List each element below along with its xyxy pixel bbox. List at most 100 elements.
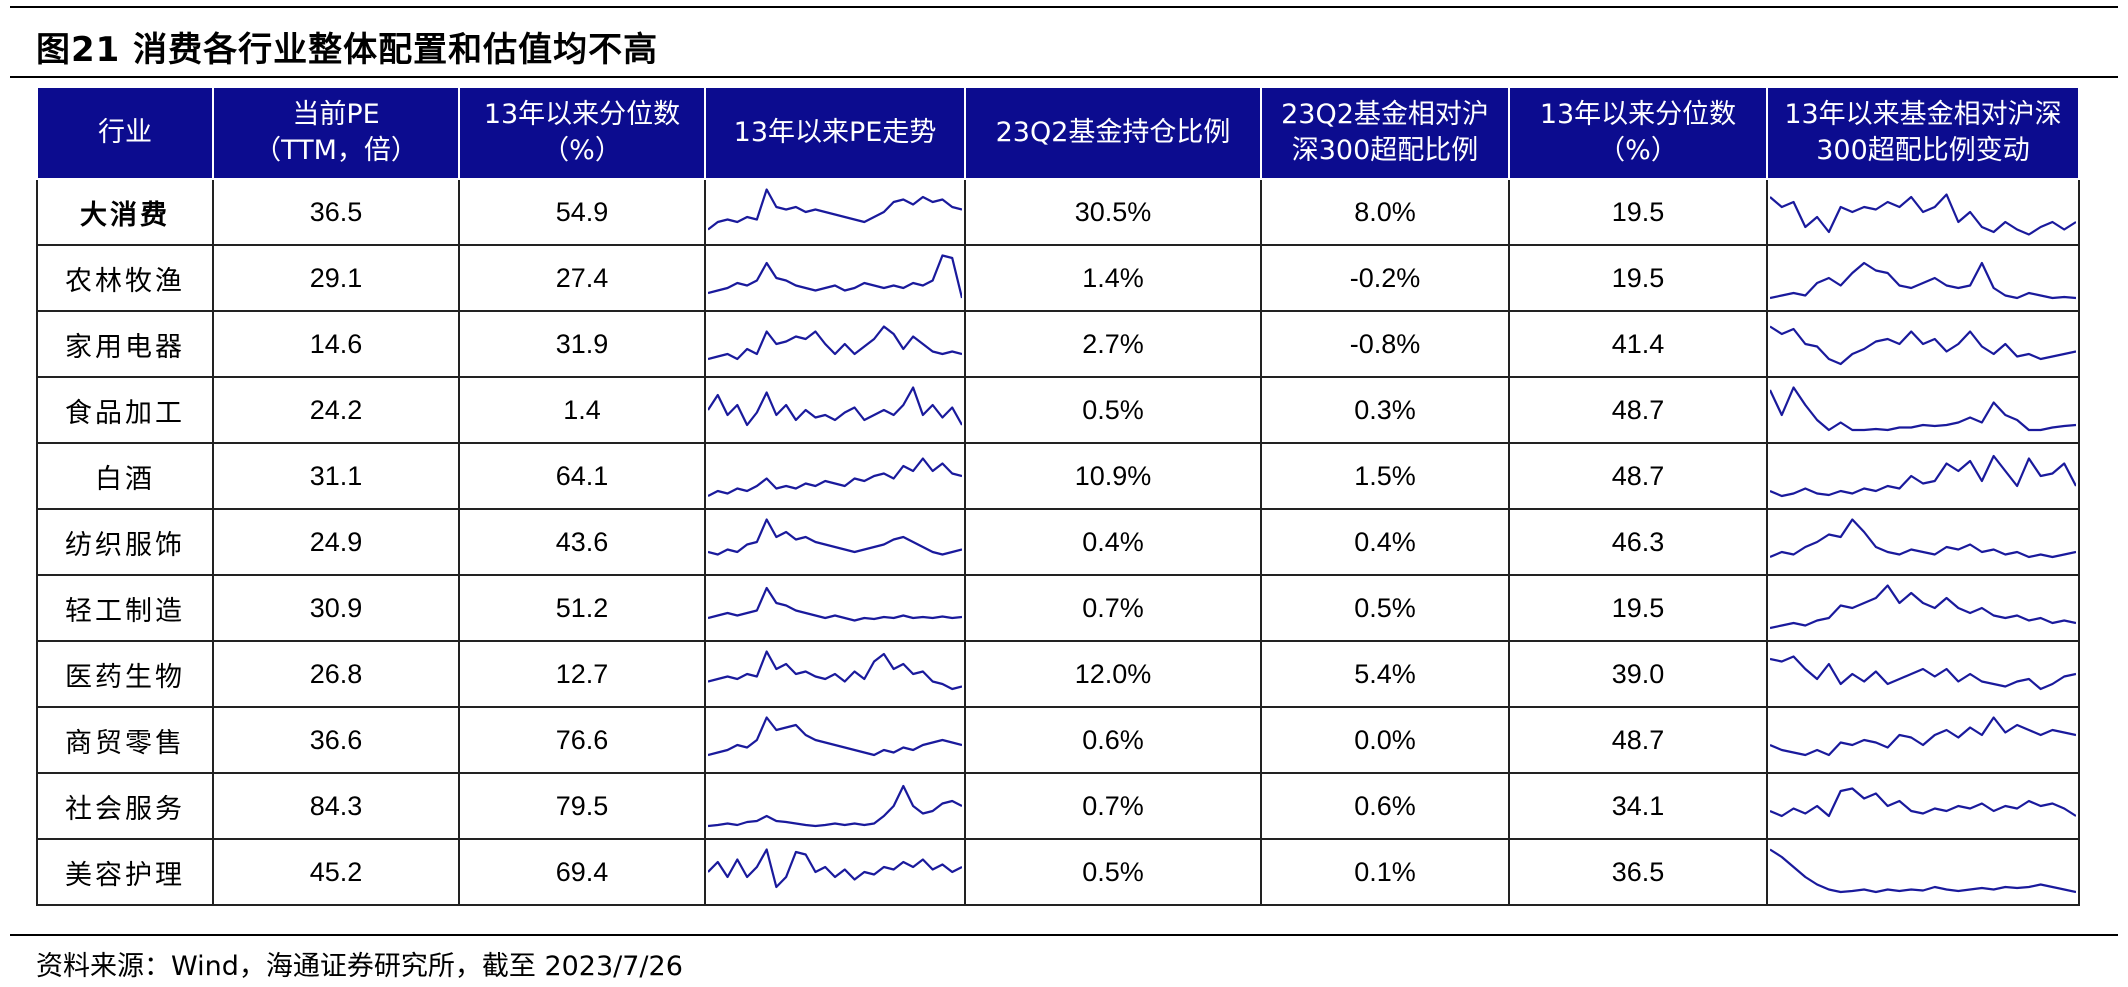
table-row: 医药生物 26.8 12.7 12.0% 5.4% 39.0	[36, 640, 2080, 708]
pe-trend-sparkline	[708, 325, 962, 361]
overweight-percentile-value: 48.7	[1508, 442, 1768, 510]
pe-trend-sparkline-cell	[704, 178, 966, 246]
pe-percentile-value: 79.5	[458, 772, 706, 840]
pe-percentile-value: 69.4	[458, 838, 706, 906]
pe-trend-sparkline-cell	[704, 442, 966, 510]
industry-name: 农林牧渔	[36, 244, 214, 312]
fund-holding-value: 12.0%	[964, 640, 1262, 708]
industry-name: 商贸零售	[36, 706, 214, 774]
overweight-trend-sparkline	[1770, 518, 2076, 559]
table-row: 食品加工 24.2 1.4 0.5% 0.3% 48.7	[36, 376, 2080, 444]
header-industry: 行业	[36, 86, 214, 180]
overweight-percentile-value: 34.1	[1508, 772, 1768, 840]
pe-trend-sparkline-cell	[704, 772, 966, 840]
overweight-trend-sparkline	[1770, 848, 2076, 894]
overweight-percentile-value: 19.5	[1508, 178, 1768, 246]
overweight-trend-sparkline	[1770, 193, 2076, 236]
pe-percentile-value: 51.2	[458, 574, 706, 642]
pe-percentile-value: 12.7	[458, 640, 706, 708]
header-line: （%）	[542, 135, 622, 166]
overweight-trend-sparkline-cell	[1766, 178, 2080, 246]
industry-name: 医药生物	[36, 640, 214, 708]
pe-trend-sparkline-line	[708, 188, 962, 231]
fund-holding-value: 0.7%	[964, 772, 1262, 840]
overweight-trend-sparkline-cell	[1766, 838, 2080, 906]
overweight-percentile-value: 36.5	[1508, 838, 1768, 906]
current-pe-value: 24.9	[212, 508, 460, 576]
overweight-ratio-value: 0.6%	[1260, 772, 1510, 840]
header-overweight-percentile: 13年以来分位数 （%）	[1508, 86, 1768, 180]
fund-holding-value: 0.7%	[964, 574, 1262, 642]
overweight-trend-sparkline	[1770, 655, 2076, 691]
table-row: 农林牧渔 29.1 27.4 1.4% -0.2% 19.5	[36, 244, 2080, 312]
bottom-rule	[10, 934, 2118, 936]
pe-trend-sparkline-line	[708, 784, 962, 828]
pe-trend-sparkline	[708, 518, 962, 556]
overweight-trend-sparkline-line	[1770, 261, 2076, 300]
overweight-trend-sparkline-cell	[1766, 574, 2080, 642]
header-line: 23Q2基金持仓比例	[995, 117, 1231, 148]
title-rule	[10, 76, 2118, 78]
overweight-trend-sparkline-cell	[1766, 310, 2080, 378]
table-row: 美容护理 45.2 69.4 0.5% 0.1% 36.5	[36, 838, 2080, 906]
current-pe-value: 14.6	[212, 310, 460, 378]
table-row: 白酒 31.1 64.1 10.9% 1.5% 48.7	[36, 442, 2080, 510]
overweight-trend-sparkline-line	[1770, 325, 2076, 366]
header-line: 13年以来分位数	[1539, 99, 1737, 130]
pe-trend-sparkline-line	[708, 650, 962, 691]
overweight-trend-sparkline	[1770, 261, 2076, 300]
pe-trend-sparkline-cell	[704, 244, 966, 312]
current-pe-value: 36.6	[212, 706, 460, 774]
pe-trend-sparkline-line	[708, 325, 962, 361]
pe-trend-sparkline-line	[708, 716, 962, 757]
pe-trend-sparkline	[708, 254, 962, 299]
overweight-percentile-value: 48.7	[1508, 376, 1768, 444]
overweight-ratio-value: 0.4%	[1260, 508, 1510, 576]
header-line: （TTM，倍）	[254, 135, 418, 166]
header-line: 行业	[98, 117, 152, 148]
figure-title: 图21 消费各行业整体配置和估值均不高	[36, 30, 659, 70]
overweight-trend-sparkline	[1770, 787, 2076, 818]
pe-percentile-value: 54.9	[458, 178, 706, 246]
pe-trend-sparkline-cell	[704, 574, 966, 642]
header-line: 13年以来PE走势	[733, 117, 937, 148]
overweight-trend-sparkline-cell	[1766, 442, 2080, 510]
pe-trend-sparkline-cell	[704, 508, 966, 576]
current-pe-value: 36.5	[212, 178, 460, 246]
industry-name: 大消费	[36, 178, 214, 246]
fund-holding-value: 0.4%	[964, 508, 1262, 576]
header-line: （%）	[1598, 135, 1678, 166]
pe-percentile-value: 27.4	[458, 244, 706, 312]
table-body: 大消费 36.5 54.9 30.5% 8.0% 19.5 农林牧渔 29.1 27.4 1.4%…	[36, 178, 2080, 906]
current-pe-value: 30.9	[212, 574, 460, 642]
overweight-percentile-value: 41.4	[1508, 310, 1768, 378]
overweight-trend-sparkline	[1770, 584, 2076, 630]
fund-holding-value: 30.5%	[964, 178, 1262, 246]
pe-trend-sparkline	[708, 716, 962, 757]
overweight-trend-sparkline-cell	[1766, 508, 2080, 576]
overweight-trend-sparkline-line	[1770, 454, 2076, 498]
pe-percentile-value: 64.1	[458, 442, 706, 510]
pe-trend-sparkline-line	[708, 386, 962, 427]
header-line: 13年以来分位数	[483, 99, 681, 130]
header-line: 13年以来基金相对沪深	[1784, 99, 2062, 130]
fund-holding-value: 10.9%	[964, 442, 1262, 510]
overweight-trend-sparkline	[1770, 325, 2076, 366]
overweight-trend-sparkline-cell	[1766, 772, 2080, 840]
overweight-percentile-value: 46.3	[1508, 508, 1768, 576]
overweight-ratio-value: 0.0%	[1260, 706, 1510, 774]
top-rule	[10, 6, 2118, 8]
current-pe-value: 31.1	[212, 442, 460, 510]
overweight-trend-sparkline-cell	[1766, 376, 2080, 444]
pe-percentile-value: 76.6	[458, 706, 706, 774]
header-line: 深300超配比例	[1291, 135, 1479, 166]
header-pe-percentile: 13年以来分位数 （%）	[458, 86, 706, 180]
overweight-ratio-value: 0.1%	[1260, 838, 1510, 906]
overweight-percentile-value: 19.5	[1508, 244, 1768, 312]
overweight-trend-sparkline-line	[1770, 386, 2076, 432]
overweight-ratio-value: 1.5%	[1260, 442, 1510, 510]
pe-trend-sparkline-cell	[704, 838, 966, 906]
overweight-percentile-value: 39.0	[1508, 640, 1768, 708]
overweight-ratio-value: 0.5%	[1260, 574, 1510, 642]
overweight-ratio-value: -0.2%	[1260, 244, 1510, 312]
